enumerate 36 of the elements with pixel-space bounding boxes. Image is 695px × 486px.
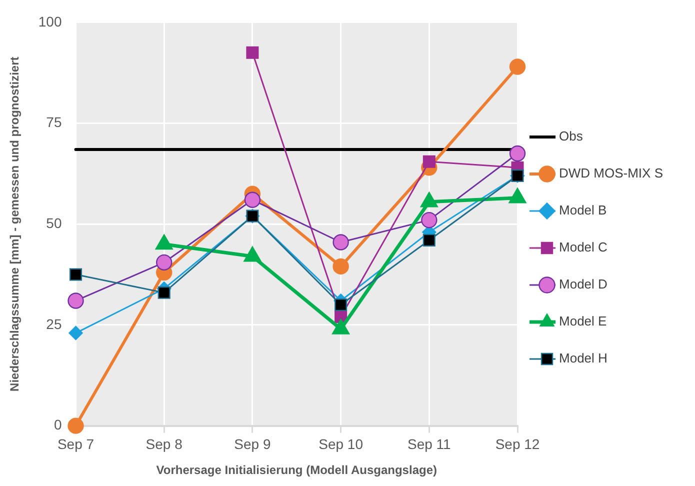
point [156,254,172,271]
x-tick-label: Sep 8 [146,436,183,452]
point [158,286,170,299]
x-axis-title: Vorhersage Initialisierung (Modell Ausgangslage) [156,463,437,478]
legend-label: Model E [559,314,608,329]
point [422,234,436,246]
x-tick-label: Sep 11 [407,436,452,452]
y-axis-title: Niederschlagssumme [mm] - gemessen und prognostiziert [8,56,22,392]
point [334,298,348,312]
x-tick-label: Sep 12 [495,436,540,452]
point [422,155,436,168]
x-tick-label: Sep 7 [57,436,94,452]
point [332,234,349,250]
y-tick-label: 50 [46,214,62,231]
legend-label: Model C [559,240,608,255]
point [68,326,83,340]
point [332,258,349,275]
point [509,145,526,162]
point [509,58,526,75]
y-tick-label: 100 [38,13,62,30]
legend-label: Model D [559,276,608,292]
point [246,46,259,59]
point [68,418,84,434]
y-tick-label: 75 [46,114,62,130]
legend-label: Obs [559,128,584,144]
legend-label: Model B [559,202,607,218]
legend-label: Model H [559,350,608,366]
x-tick-label: Sep 9 [234,436,271,452]
legend-label: DWD MOS-MIX S [559,166,664,181]
y-tick-label: 25 [46,316,62,332]
point [421,212,438,228]
x-tick-label: Sep 10 [318,436,364,452]
point [68,292,84,309]
point [244,192,261,208]
point [70,268,82,281]
y-tick-label: 0 [54,416,62,433]
